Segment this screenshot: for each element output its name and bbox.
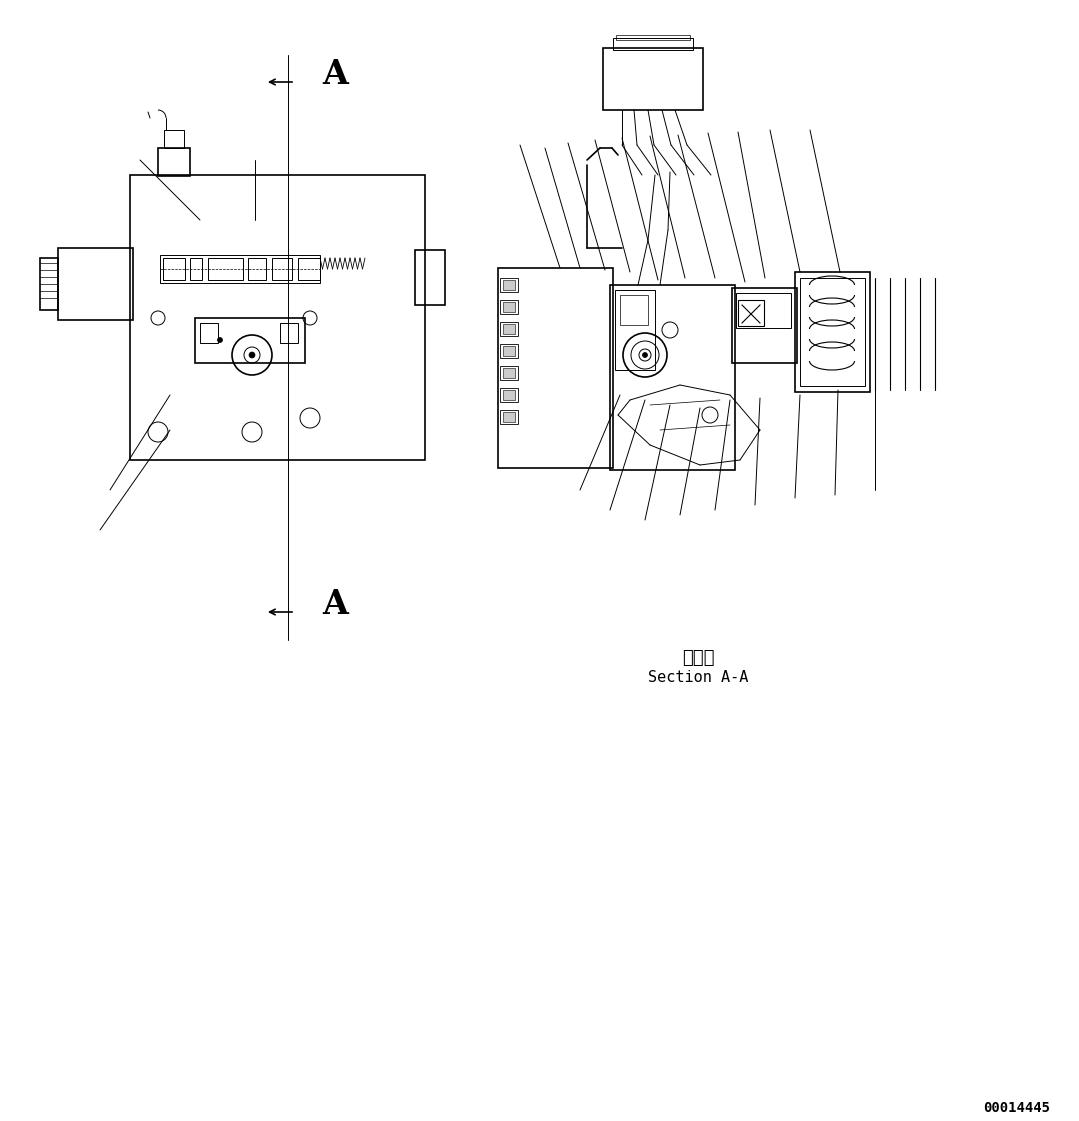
Bar xyxy=(736,293,791,328)
Bar xyxy=(620,295,648,325)
Bar xyxy=(248,258,267,280)
Bar xyxy=(200,323,218,343)
Bar xyxy=(298,258,320,280)
Bar xyxy=(503,413,515,421)
Bar xyxy=(500,410,518,424)
Bar xyxy=(500,322,518,336)
Bar xyxy=(616,35,689,40)
Bar xyxy=(40,258,58,311)
Bar xyxy=(500,278,518,291)
Text: 断　面: 断 面 xyxy=(682,649,714,667)
Bar xyxy=(795,272,870,392)
Bar xyxy=(279,323,298,343)
Bar xyxy=(164,130,185,148)
Bar xyxy=(503,390,515,400)
Bar xyxy=(163,258,185,280)
Bar xyxy=(208,258,243,280)
Bar xyxy=(158,148,190,176)
Text: 00014445: 00014445 xyxy=(983,1101,1050,1115)
Bar xyxy=(500,300,518,314)
Bar xyxy=(58,248,133,319)
Bar xyxy=(738,300,764,326)
Bar xyxy=(732,288,797,363)
Bar xyxy=(500,365,518,380)
Bar xyxy=(503,324,515,334)
Bar xyxy=(129,175,425,460)
Bar xyxy=(800,278,865,386)
Bar xyxy=(195,318,305,363)
Text: A: A xyxy=(322,589,347,621)
Circle shape xyxy=(218,337,222,343)
Bar xyxy=(272,258,292,280)
Bar xyxy=(503,346,515,356)
Text: Section A-A: Section A-A xyxy=(647,670,748,686)
Bar xyxy=(615,290,655,370)
Circle shape xyxy=(642,352,647,358)
Bar xyxy=(603,48,704,110)
Bar xyxy=(503,302,515,312)
Circle shape xyxy=(249,352,255,358)
Bar xyxy=(498,268,613,467)
Bar xyxy=(190,258,202,280)
Bar xyxy=(613,38,693,50)
Bar xyxy=(503,280,515,290)
Bar xyxy=(415,250,445,305)
Bar xyxy=(500,344,518,358)
Bar xyxy=(500,388,518,402)
Text: A: A xyxy=(322,58,347,92)
Bar xyxy=(610,285,735,470)
Bar xyxy=(503,368,515,378)
Bar xyxy=(160,254,320,282)
